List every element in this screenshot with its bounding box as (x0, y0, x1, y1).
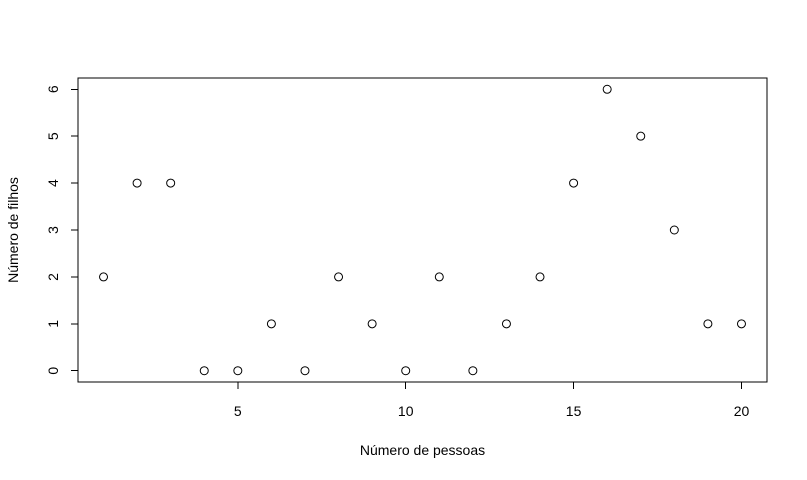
y-ticks: 0 1 2 3 4 5 6 (45, 85, 78, 375)
x-axis-title: Número de pessoas (360, 442, 485, 458)
y-tick-label: 0 (45, 367, 61, 375)
x-axis: 5 10 15 20 (234, 381, 750, 419)
data-point (132, 178, 142, 188)
y-tick-label: 3 (45, 226, 61, 234)
data-point (501, 319, 511, 329)
data-point (166, 178, 176, 188)
data-point (434, 272, 444, 282)
data-point (99, 272, 109, 282)
y-axis: 0 1 2 3 4 5 6 (45, 85, 79, 375)
y-tick-label: 6 (45, 85, 61, 93)
y-axis-title: Número de filhos (5, 177, 21, 283)
data-point (266, 319, 276, 329)
data-point (401, 366, 411, 376)
x-ticks: 5 10 15 20 (234, 382, 750, 419)
data-point (669, 225, 679, 235)
data-point (569, 178, 579, 188)
data-points (99, 84, 746, 376)
x-tick-label: 5 (234, 403, 242, 419)
data-point (703, 319, 713, 329)
y-tick-label: 1 (45, 320, 61, 328)
data-point (468, 366, 478, 376)
data-point (199, 366, 209, 376)
data-point (334, 272, 344, 282)
data-point (602, 84, 612, 94)
data-point (367, 319, 377, 329)
data-point (535, 272, 545, 282)
data-point (233, 366, 243, 376)
x-tick-label: 20 (734, 403, 750, 419)
data-point (736, 319, 746, 329)
data-point (300, 366, 310, 376)
x-tick-label: 15 (566, 403, 582, 419)
x-tick-label: 10 (398, 403, 414, 419)
data-point (636, 131, 646, 141)
y-tick-label: 5 (45, 132, 61, 140)
y-tick-label: 2 (45, 273, 61, 281)
plot-box (77, 77, 768, 383)
y-tick-label: 4 (45, 179, 61, 187)
